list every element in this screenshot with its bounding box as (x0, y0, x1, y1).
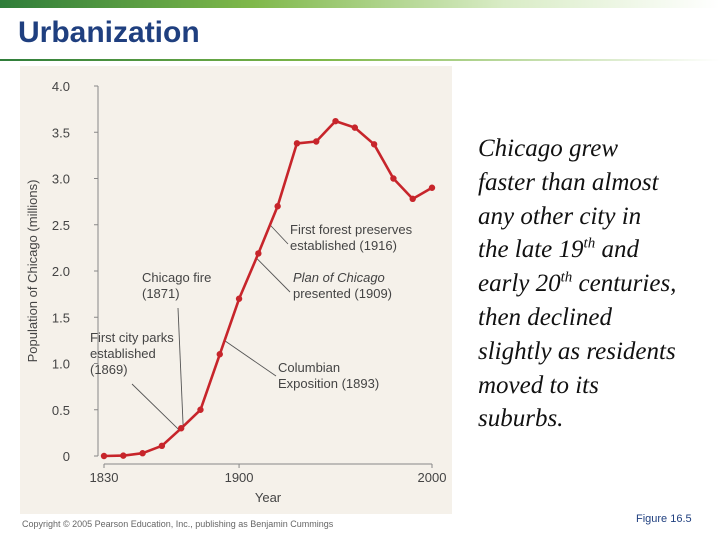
y-tick-label: 2.0 (52, 264, 70, 279)
data-point (409, 195, 416, 203)
annotation-label: established (1916) (290, 238, 397, 253)
y-tick-label: 4.0 (52, 79, 70, 94)
caption-superscript: th (560, 269, 573, 286)
caption-line: the late 19th and (478, 233, 713, 267)
y-tick-label: 1.5 (52, 310, 70, 325)
annotation-label: presented (1909) (293, 286, 392, 301)
annotation-label: established (90, 346, 156, 361)
y-tick-label: 0 (63, 449, 70, 464)
annotation-label: Plan of Chicago (293, 270, 385, 285)
caption-line: then declined (478, 303, 612, 331)
slide-title: Urbanization (18, 16, 200, 49)
data-point (313, 138, 320, 145)
annotation-label: Exposition (1893) (278, 376, 379, 391)
annotation-leader (131, 383, 180, 431)
data-point (390, 175, 397, 182)
annotation-label: (1871) (142, 286, 180, 301)
annotation-label: (1869) (90, 362, 128, 377)
caption-line: faster than almost (478, 168, 659, 196)
copyright-notice: Copyright © 2005 Pearson Education, Inc.… (22, 519, 334, 529)
caption-line: moved to its (478, 371, 599, 399)
data-point (100, 452, 108, 460)
caption-superscript: th (583, 236, 596, 253)
y-tick-label: 1.0 (52, 357, 70, 372)
data-point (274, 203, 281, 210)
caption-fragment: and (595, 236, 639, 264)
annotation-leader (269, 224, 289, 245)
caption-line: early 20th centuries, (478, 267, 713, 301)
annotation-label: First forest preserves (290, 222, 413, 237)
annotation-leaders (131, 224, 291, 431)
figure-label: Figure 16.5 (636, 513, 692, 525)
population-chart: 0 0.5 1.0 1.5 2.0 2.5 3.0 3.5 4.0 Population of C… (25, 79, 447, 505)
annotation-italic: Plan of Chicago (293, 270, 385, 285)
caption-fragment: the late 19 (478, 236, 584, 264)
y-tick-label: 0.5 (52, 403, 70, 418)
top-accent-bar (0, 0, 720, 8)
caption-line: slightly as residents (478, 337, 676, 365)
x-tick-label: 1830 (90, 470, 119, 485)
caption-line: Chicago grew (478, 135, 619, 162)
annotation-leader (256, 257, 291, 293)
data-point (197, 406, 204, 413)
caption-fragment: early 20 (478, 270, 561, 298)
x-axis: 1830 1900 2000 Year (90, 463, 447, 505)
data-point (255, 250, 262, 257)
data-point (332, 117, 339, 125)
data-point (235, 295, 243, 302)
y-tick-label: 3.0 (52, 172, 70, 187)
caption-text: Chicago grew faster than almost any othe… (478, 132, 713, 436)
annotation-label: Chicago fire (142, 270, 211, 285)
caption-line: suburbs. (478, 405, 564, 433)
y-axis-title: Population of Chicago (millions) (25, 180, 40, 363)
annotation-leader (177, 307, 184, 426)
title-divider (0, 59, 720, 61)
x-tick-label: 1900 (225, 470, 254, 485)
caption-line: any other city in (478, 202, 642, 230)
data-point (351, 124, 359, 131)
data-point (139, 450, 146, 457)
x-tick-label: 2000 (418, 470, 447, 485)
y-tick-label: 3.5 (52, 125, 70, 140)
y-tick-label: 2.5 (52, 218, 70, 233)
caption-fragment: centuries, (572, 270, 677, 298)
data-point (158, 442, 166, 450)
annotation-label: Columbian (278, 360, 340, 375)
data-point (120, 452, 127, 459)
data-point (428, 184, 436, 191)
data-point (177, 425, 185, 432)
chart-panel: 0 0.5 1.0 1.5 2.0 2.5 3.0 3.5 4.0 Population of C… (20, 66, 452, 514)
data-point (370, 141, 378, 148)
annotation-label: First city parks (90, 330, 174, 345)
population-series (100, 117, 436, 460)
y-axis: 0 0.5 1.0 1.5 2.0 2.5 3.0 3.5 4.0 Population of C… (25, 79, 99, 464)
data-point (293, 140, 301, 147)
x-axis-title: Year (255, 490, 282, 505)
data-point (216, 351, 223, 358)
annotation-leader (225, 340, 277, 377)
series-line (103, 119, 433, 458)
